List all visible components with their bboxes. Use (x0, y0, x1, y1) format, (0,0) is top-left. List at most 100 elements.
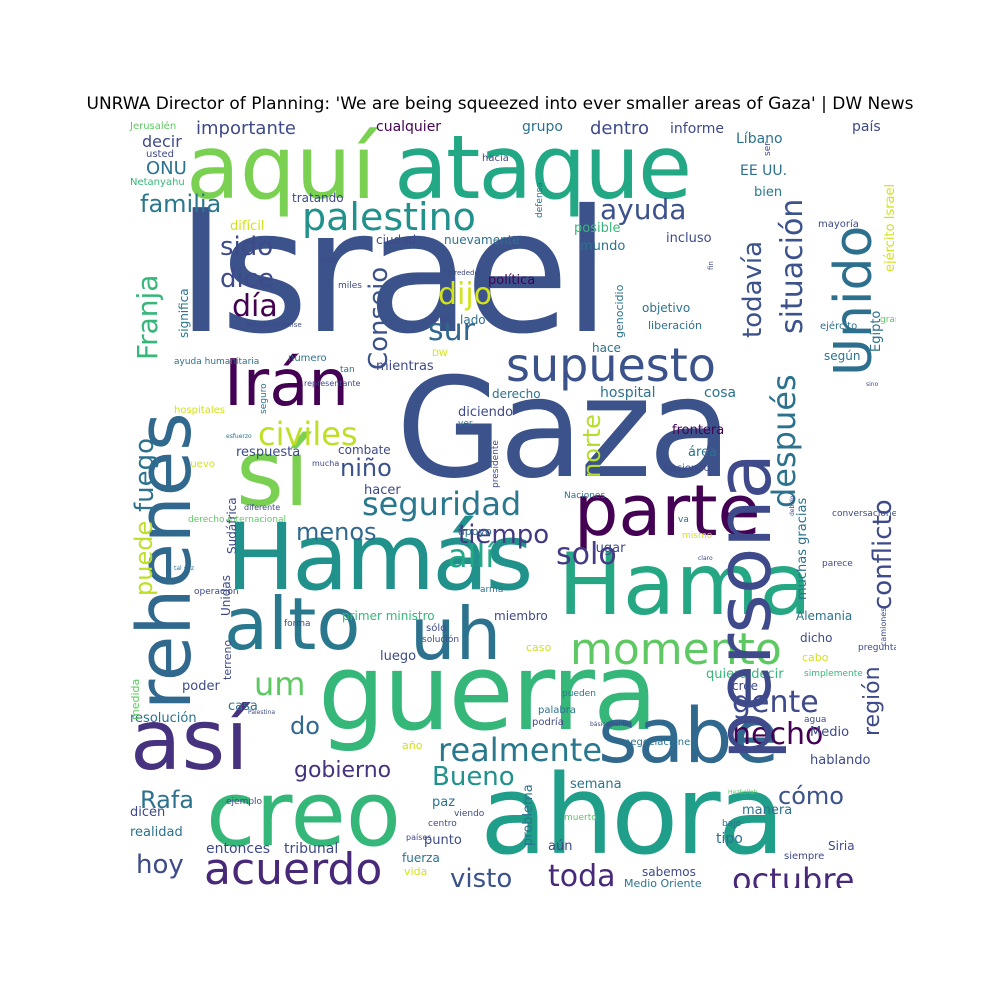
word: hoy (136, 850, 184, 880)
word: ataque (394, 120, 692, 219)
word: hospitales (174, 405, 225, 416)
word: paz (432, 795, 456, 810)
word: terreno (221, 639, 234, 680)
word: hospital (600, 385, 656, 401)
word: supuesto (506, 338, 716, 392)
word: Sudáfrica (225, 497, 239, 554)
word: seguridad (362, 485, 522, 523)
word: frontera (672, 423, 725, 438)
word: parte (574, 470, 761, 552)
word: agua (804, 715, 827, 725)
word: vida (404, 865, 428, 878)
word: tipo (716, 831, 743, 847)
word: Naciones (564, 491, 606, 501)
word: Líbano (736, 131, 783, 147)
word: alrededor (448, 269, 482, 277)
word: acuerdo (204, 844, 383, 889)
word: dentro (590, 120, 649, 139)
word: uh (410, 592, 502, 676)
word: cosa (704, 385, 737, 401)
word: cualquier (376, 120, 442, 135)
word: centro (428, 819, 457, 829)
word: EE UU. (740, 163, 788, 179)
word: semana (570, 777, 622, 792)
word: ver (458, 419, 473, 429)
word: así (130, 691, 249, 789)
word: casa (228, 699, 258, 714)
word: ejército (820, 321, 858, 332)
word: sur (428, 313, 475, 348)
word: ejemplo (226, 797, 263, 807)
word: ayuda (600, 193, 687, 226)
word: fuerza (402, 851, 440, 865)
word: podría (532, 717, 564, 728)
word: seguro (259, 383, 269, 414)
word: momento (570, 624, 782, 675)
word: difícil (230, 219, 265, 234)
word: creo (206, 762, 401, 867)
word: número (288, 353, 327, 364)
word: muchas gracias (795, 497, 810, 600)
word: representante (304, 379, 361, 388)
word: hacer (364, 483, 401, 498)
word: posible (574, 221, 621, 236)
word: realmente (438, 731, 603, 769)
word: dicen (130, 805, 166, 820)
word: estadounidense (246, 321, 302, 329)
word: dicho (800, 631, 833, 645)
word: mucha (312, 459, 340, 468)
word: negociaciones (624, 737, 696, 748)
word: ejército Israel (883, 183, 896, 272)
word: Egipto (869, 310, 884, 352)
word: medida (129, 678, 142, 720)
word: política (488, 273, 536, 288)
word: significa (177, 288, 191, 338)
word: primer ministro (342, 609, 435, 623)
word: Bueno (432, 762, 515, 792)
word: Medio (810, 725, 850, 740)
word: tal vez (174, 565, 194, 572)
word: usted (146, 149, 174, 160)
word: esfuerzo (226, 433, 252, 440)
word: poder (182, 679, 220, 694)
word: defensa (535, 182, 545, 218)
word: resolución (130, 711, 197, 726)
word: mientras (376, 359, 434, 374)
word: alto (224, 582, 361, 666)
word: incluso (666, 231, 712, 246)
word: después (765, 374, 803, 508)
word: apoyo (458, 525, 492, 538)
word: Franja (131, 274, 164, 360)
word: tan (340, 365, 355, 375)
word: básicamente (590, 721, 629, 728)
word: puede (130, 520, 158, 596)
word: nuevamente (444, 233, 520, 247)
word: miles (338, 281, 362, 291)
word: Gaza (396, 348, 733, 509)
word: ayuda humanitaria (174, 357, 260, 367)
word: sólo (426, 623, 447, 634)
word: Unidas (219, 575, 233, 616)
word: mundo (580, 239, 626, 254)
word: sino (866, 381, 879, 388)
word: según (824, 349, 861, 363)
word: tener (430, 315, 449, 323)
word: palabra (538, 705, 576, 716)
word: hacia (482, 153, 509, 164)
word: bajo (722, 819, 742, 829)
word: realidad (130, 825, 183, 840)
word: bien (754, 185, 783, 200)
word: decir (142, 132, 182, 151)
word: hecho (732, 717, 824, 752)
word: gobierno (294, 758, 392, 783)
word: cabo (802, 651, 829, 664)
word: claro (698, 555, 713, 562)
word: informe (670, 121, 725, 137)
word: vez (320, 255, 336, 265)
word: Irán (224, 347, 349, 421)
word: fin (707, 261, 715, 270)
word: aquí (186, 120, 377, 219)
word: caso (526, 641, 552, 654)
word: gran (880, 315, 896, 325)
word: todavía (738, 240, 768, 338)
